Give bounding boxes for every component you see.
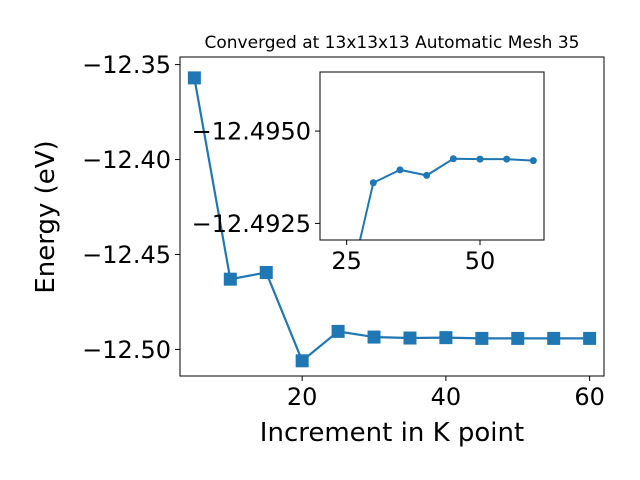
y-tick-label: −12.50 [82,336,171,364]
data-point [476,155,484,163]
main-axes-frame [179,56,605,377]
y-axis-label: Energy (eV) [31,140,61,293]
data-point [475,331,489,345]
x-tick-label: 50 [465,247,496,275]
data-point [583,331,597,345]
main-y-ticks: −12.35 −12.40 −12.45 −12.50 [82,51,180,364]
data-point [529,157,537,165]
main-series [187,71,597,368]
x-tick-label: 20 [287,383,318,411]
y-tick-label: −12.40 [82,146,171,174]
inset-series [358,155,537,240]
inset-y-ticks: −12.4950 −12.4925 [192,118,320,238]
inset-plot: 25 50 −12.4950 −12.4925 [192,71,545,275]
inset-background [320,72,544,240]
data-point [403,331,417,345]
y-tick-label: −12.45 [82,241,171,269]
y-tick-label: −12.4925 [192,210,311,238]
x-axis-label: Increment in K point [260,418,524,448]
chart-title: Converged at 13x13x13 Automatic Mesh 35 [205,33,580,53]
data-point [187,71,201,85]
data-point [423,171,431,179]
data-point [511,331,525,345]
inset-x-ticks: 25 50 [331,240,495,275]
data-point [396,166,404,174]
inset-axes-frame [319,71,545,241]
data-point [503,155,511,163]
data-point [439,331,453,345]
data-point [449,155,457,163]
x-tick-label: 25 [331,247,362,275]
series-line [358,157,534,240]
main-plot: Converged at 13x13x13 Automatic Mesh 35 … [31,33,605,448]
x-tick-label: 40 [431,383,462,411]
data-point [547,331,561,345]
x-tick-label: 60 [574,383,605,411]
data-point [259,266,273,280]
data-point [367,330,381,344]
y-tick-label: −12.35 [82,51,171,79]
data-point [295,354,309,368]
data-point [223,272,237,286]
main-x-ticks: 20 40 60 [287,376,605,411]
data-point [331,324,345,338]
data-point [369,179,377,187]
y-tick-label: −12.4950 [192,118,311,146]
